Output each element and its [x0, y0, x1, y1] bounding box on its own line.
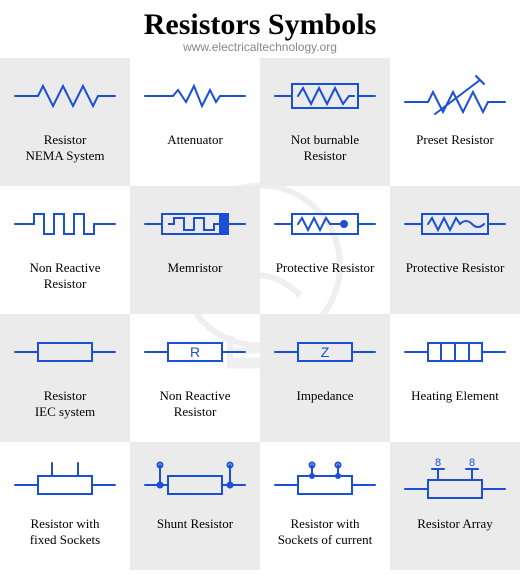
cell-non-reactive-1: Non ReactiveResistor: [0, 186, 130, 314]
cell-protective-1: Protective Resistor: [260, 186, 390, 314]
label: Resistor withSockets of current: [278, 516, 373, 549]
svg-text:8: 8: [469, 457, 475, 469]
label: Resistor withfixed Sockets: [30, 516, 100, 549]
symbol-non-reactive-2: R: [135, 324, 255, 380]
cell-resistor-iec: ResistorIEC system: [0, 314, 130, 442]
symbol-fixed-sockets: [5, 452, 125, 508]
symbol-non-reactive-1: [5, 196, 125, 252]
label: Attenuator: [167, 132, 223, 148]
svg-text:Z: Z: [321, 344, 330, 360]
label: Resistor Array: [417, 516, 492, 532]
label: Heating Element: [411, 388, 499, 404]
cell-heating: Heating Element: [390, 314, 520, 442]
symbol-preset: [395, 68, 515, 124]
symbol-protective-1: [265, 196, 385, 252]
symbol-not-burnable: [265, 68, 385, 124]
label: Memristor: [168, 260, 223, 276]
page-title: Resistors Symbols: [0, 8, 520, 42]
label: Not burnableResistor: [291, 132, 359, 165]
symbol-impedance: Z: [265, 324, 385, 380]
cell-protective-2: Protective Resistor: [390, 186, 520, 314]
symbol-resistor-nema: [5, 68, 125, 124]
label: ResistorIEC system: [35, 388, 95, 421]
cell-impedance: Z Impedance: [260, 314, 390, 442]
cell-shunt: Shunt Resistor: [130, 442, 260, 570]
cell-memristor: Memristor: [130, 186, 260, 314]
cell-preset: Preset Resistor: [390, 58, 520, 186]
cell-non-reactive-2: R Non ReactiveResistor: [130, 314, 260, 442]
svg-text:8: 8: [435, 457, 441, 469]
label: Impedance: [296, 388, 353, 404]
label: Protective Resistor: [406, 260, 505, 276]
symbols-grid: ResistorNEMA System Attenuator Not burna…: [0, 58, 520, 570]
label: Protective Resistor: [276, 260, 375, 276]
svg-text:R: R: [190, 344, 200, 360]
cell-not-burnable: Not burnableResistor: [260, 58, 390, 186]
label: Shunt Resistor: [157, 516, 233, 532]
symbol-resistor-array: 8 8: [395, 452, 515, 508]
cell-resistor-array: 8 8 Resistor Array: [390, 442, 520, 570]
symbol-heating: [395, 324, 515, 380]
page-subtitle: www.electricaltechnology.org: [0, 40, 520, 54]
label: ResistorNEMA System: [25, 132, 104, 165]
label: Preset Resistor: [416, 132, 494, 148]
symbol-sockets-current: [265, 452, 385, 508]
label: Non ReactiveResistor: [29, 260, 100, 293]
symbol-shunt: [135, 452, 255, 508]
symbol-memristor: [135, 196, 255, 252]
symbol-attenuator: [135, 68, 255, 124]
cell-fixed-sockets: Resistor withfixed Sockets: [0, 442, 130, 570]
cell-attenuator: Attenuator: [130, 58, 260, 186]
cell-sockets-current: Resistor withSockets of current: [260, 442, 390, 570]
symbol-protective-2: [395, 196, 515, 252]
symbol-resistor-iec: [5, 324, 125, 380]
header: Resistors Symbols www.electricaltechnolo…: [0, 0, 520, 58]
label: Non ReactiveResistor: [159, 388, 230, 421]
cell-resistor-nema: ResistorNEMA System: [0, 58, 130, 186]
